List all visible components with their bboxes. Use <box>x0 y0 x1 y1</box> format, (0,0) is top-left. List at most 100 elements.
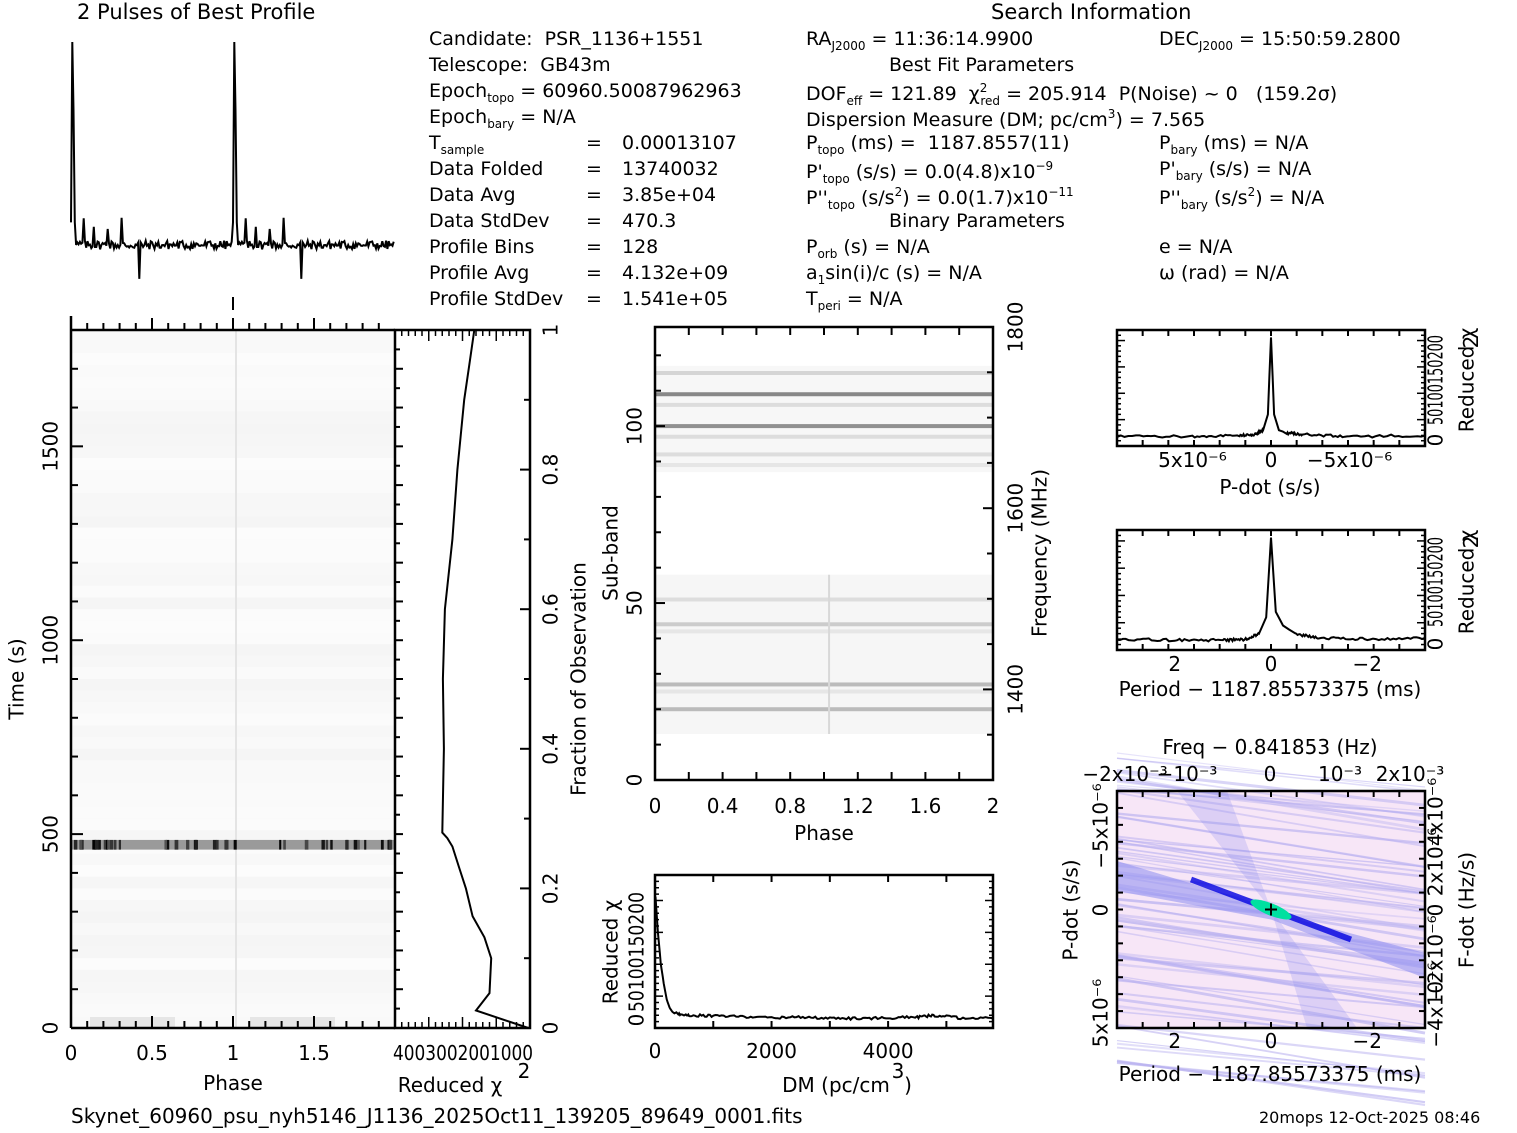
band-stripe <box>330 839 333 850</box>
heatmap-streak <box>1116 850 1426 895</box>
x-tick-label: 0 <box>65 1041 78 1065</box>
x-axis-label: DM (pc/cm <box>782 1073 890 1097</box>
heatmap-streak <box>1116 778 1426 825</box>
band-stripe <box>165 839 170 850</box>
info-row-equals: = <box>586 132 602 154</box>
band-stripe <box>97 839 101 850</box>
x-tick-label: 0.5 <box>136 1041 168 1065</box>
footer-timestamp: 20mops 12-Oct-2025 08:46 <box>1259 1108 1481 1127</box>
epoch-bary-value: N/A <box>542 106 576 128</box>
heatmap-row <box>71 830 395 842</box>
x-axis-label: Period − 1187.85573375 (ms) <box>1119 677 1422 701</box>
heatmap-row <box>71 853 395 866</box>
info-row-equals: = <box>586 262 602 284</box>
heatmap-row <box>71 969 395 982</box>
chi2-curve <box>1116 537 1426 644</box>
x-tick-label: 0 <box>1265 1029 1278 1053</box>
x2-tick-label: 0 <box>1264 762 1277 786</box>
y-tick-label: 0.2 <box>539 872 563 904</box>
heatmap-row <box>71 993 395 1005</box>
band-stripe <box>321 839 325 850</box>
heatmap-row <box>71 423 395 435</box>
band-stripe <box>79 839 83 850</box>
y-axis-label: Sub-band <box>599 505 623 601</box>
y2-tick-label: 0 <box>1424 904 1448 917</box>
profile-line <box>70 41 395 279</box>
x-axis-label-sup: 3 <box>892 1059 905 1083</box>
heatmap-row <box>71 888 395 901</box>
band-stripe <box>118 839 122 850</box>
heatmap-streak <box>1116 924 1426 966</box>
heatmap-row <box>71 644 395 656</box>
p-noise-value: ~ 0 <box>1203 83 1238 105</box>
y-tick-labels-overlap: 50100150200 <box>625 892 649 1012</box>
heatmap-streak <box>1116 916 1426 969</box>
heatmap-row <box>71 725 395 738</box>
heatmap-streak <box>1116 784 1426 812</box>
y2-axis-label: F-dot (Hz/s) <box>1455 852 1479 968</box>
y-tick-label: 0 <box>1089 904 1113 917</box>
band-stripe <box>225 839 229 850</box>
y-axis-label: Reduced χ <box>599 900 623 1005</box>
band-stripe <box>233 839 237 850</box>
band-stripe <box>164 839 167 850</box>
x-tick-label: 0 <box>649 794 662 818</box>
x-axis-label-sup: 2 <box>518 1059 531 1083</box>
y2-tick-label: 0 <box>1424 434 1448 447</box>
heatmap-streak <box>1116 856 1426 895</box>
p-orb-row: Porb (s) = N/A <box>806 236 930 261</box>
filename: Skynet_60960_psu_nyh5146_J1136_2025Oct11… <box>71 1104 803 1128</box>
heatmap-row <box>71 760 395 773</box>
heatmap-streak <box>1116 862 1426 907</box>
x-axis-label: Period − 1187.85573375 (ms) <box>1119 1062 1422 1086</box>
subband-row <box>655 707 993 712</box>
chi2-red-value: 205.914 <box>1028 83 1107 105</box>
dm-row: Dispersion Measure (DM; pc/cm3) = 7.565 <box>806 107 1206 131</box>
subband-phase-plot: 0 0.4 0.8 1.2 1.6 2 0 50 100 1400 1600 1800 Phase Sub… <box>599 302 1052 845</box>
chi2-curve <box>1116 337 1426 439</box>
heatmap-streak <box>1116 919 1426 968</box>
heatmap-row <box>71 434 395 447</box>
heatmap-row <box>71 574 395 586</box>
period-pdot-plot: 2 0 −2 −2x10⁻³−10⁻³ 0 10⁻³ 2x10⁻³ 5x10⁻⁶ 0 −5x10⁻… <box>1059 735 1479 1107</box>
heatmap-streak <box>1116 975 1426 1026</box>
pd-topo-exponent: −9 <box>1035 159 1054 173</box>
heatmap-streak <box>1116 768 1426 807</box>
band-stripe <box>283 839 286 850</box>
candidate-value: PSR_1136+1551 <box>544 28 704 50</box>
band-stripe <box>92 839 96 850</box>
pd-topo-row: P'topo (s/s) = 0.0(4.8)x10−9 <box>806 159 1054 186</box>
heatmap-row <box>71 806 395 819</box>
heatmap-row <box>71 1004 395 1017</box>
x2-tick-label: −10⁻³ <box>1157 762 1218 786</box>
best-fit-title: Best Fit Parameters <box>889 54 1075 76</box>
candidate-row: Candidate: PSR_1136+1551 <box>429 30 704 49</box>
band-stripe <box>174 839 179 850</box>
dm-value: 7.565 <box>1150 109 1206 131</box>
y2-tick-label: −4x10⁻⁶ <box>1424 962 1448 1047</box>
heatmap-row <box>71 609 395 621</box>
y2-axis-label: Reduced χ <box>1455 530 1479 635</box>
heatmap-streak <box>1116 1060 1426 1104</box>
info-row-value: 4.132e+09 <box>622 262 729 284</box>
heatmap-row <box>71 795 395 807</box>
heatmap-streak <box>1116 979 1426 1009</box>
telescope-row: Telescope: GB43m <box>429 56 611 75</box>
dm-curve <box>654 896 994 1022</box>
x-axis-label: Phase <box>794 821 854 845</box>
band-stripe <box>105 839 108 850</box>
band-stripe <box>94 839 99 850</box>
band-stripe <box>325 839 329 850</box>
band-stripe <box>194 839 198 850</box>
info-row-equals: = <box>586 288 602 310</box>
fit-stats-row: DOFeff = 121.89 χ2red = 205.914 P(Noise)… <box>806 81 1338 108</box>
info-row-value: 0.00013107 <box>622 132 737 154</box>
x-tick-labels-overlap: 4003002001000 <box>393 1041 533 1065</box>
heatmap-row <box>71 562 395 575</box>
x-tick-label: 2 <box>1168 652 1181 676</box>
heatmap-row <box>71 900 395 912</box>
y-tick-label: 100 <box>623 407 647 445</box>
dm-frame <box>653 873 995 1030</box>
